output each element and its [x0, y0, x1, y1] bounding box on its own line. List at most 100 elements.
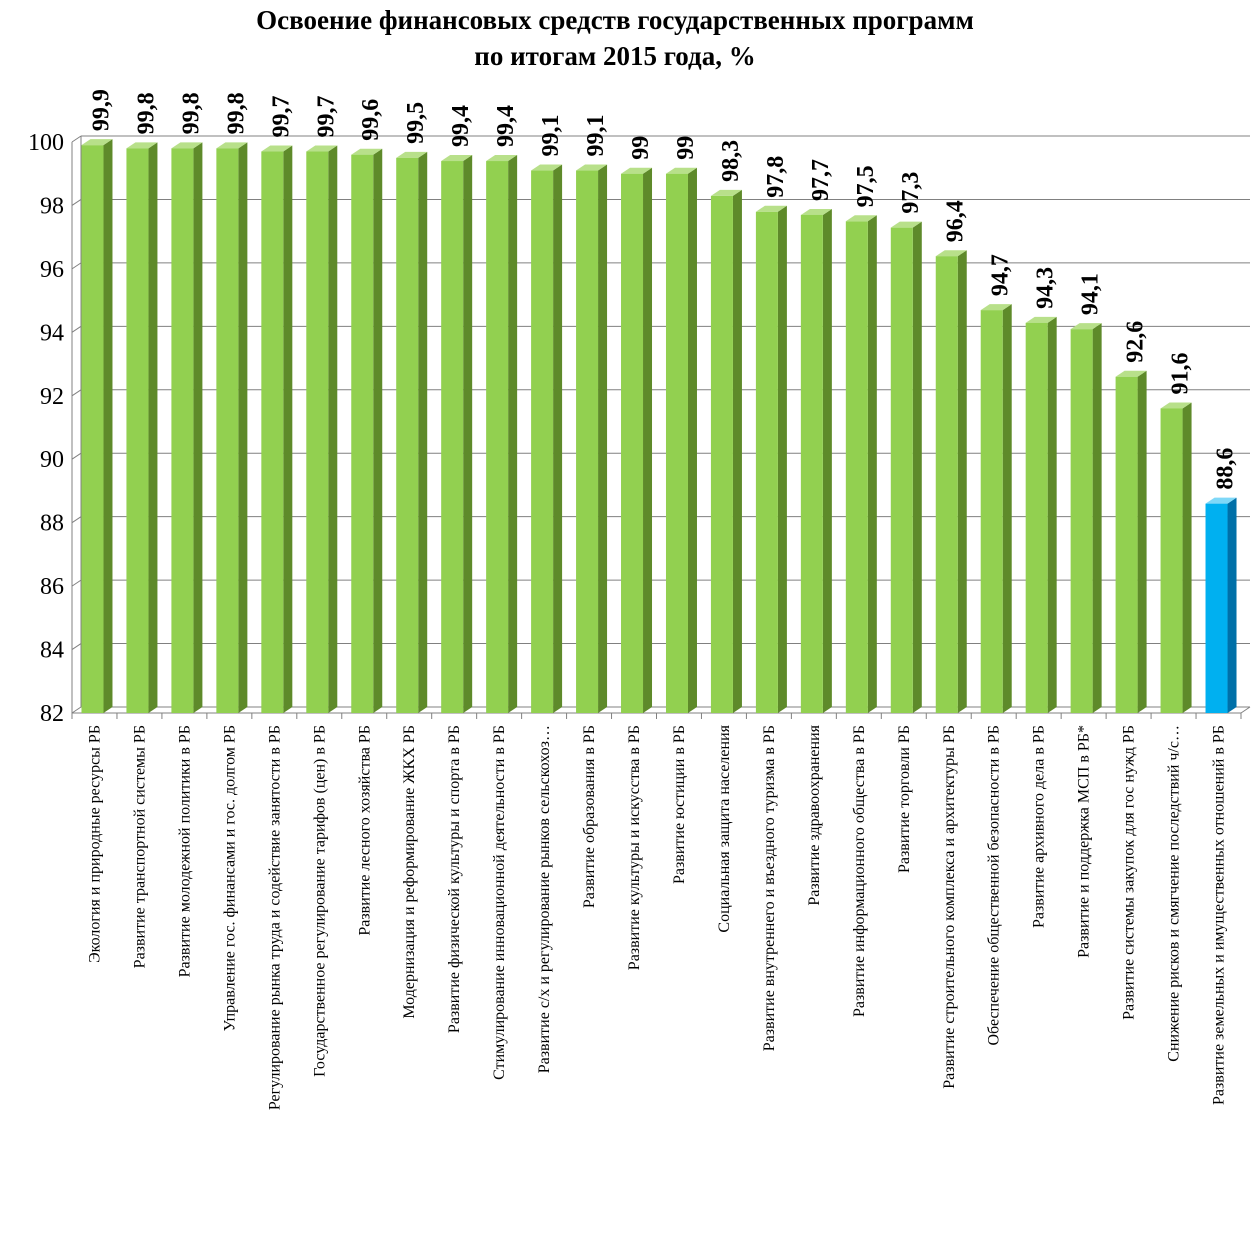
bar-top [531, 164, 563, 171]
bar-front [576, 170, 599, 714]
bar-front [486, 161, 509, 714]
bar [1025, 316, 1057, 713]
bar-top [935, 250, 967, 257]
bar-side [508, 155, 518, 714]
bar-front [710, 195, 733, 713]
bar-side [1137, 370, 1147, 713]
category-label: Развитие здравоохранения [806, 724, 823, 905]
data-label: 99,5 [403, 102, 429, 144]
data-label: 99,1 [538, 115, 564, 157]
category-label: Развитие лесного хозяйства РБ [356, 725, 373, 936]
bar [1205, 497, 1237, 713]
bar [171, 142, 203, 713]
category-label: Развитие информационного общества в РБ [851, 725, 868, 1017]
bar [216, 142, 248, 713]
category-label: Управление гос. финансами и гос. долгом … [221, 725, 238, 1031]
bar [1115, 370, 1147, 713]
bar-side [103, 139, 113, 713]
category-label: Развитие транспортной системы РБ [131, 725, 148, 968]
y-tick-label: 84 [40, 638, 64, 664]
category-label: Развитие архивного дела в РБ [1031, 725, 1048, 928]
bar [306, 145, 338, 713]
bar-front [531, 170, 554, 714]
bar [621, 167, 653, 713]
bar-front [81, 145, 104, 713]
gridline-depth [71, 262, 82, 270]
y-tick-label: 86 [40, 574, 64, 600]
bar-front [216, 148, 239, 713]
bar-front [441, 161, 464, 714]
gridline-depth [71, 452, 82, 460]
data-label: 97,7 [808, 159, 834, 201]
bar-top [1025, 316, 1057, 323]
x-axis-depth [1240, 706, 1251, 714]
y-tick-label: 88 [40, 511, 64, 537]
gridline-depth [71, 135, 82, 143]
bar-top [621, 167, 653, 174]
gridline-depth [71, 199, 82, 206]
category-label: Развитие физической культуры и спорта в … [446, 725, 463, 1033]
bar-top [890, 221, 922, 228]
bar-top [755, 205, 787, 212]
bar-top [306, 145, 338, 152]
bar-side [687, 167, 697, 713]
bar-front [396, 157, 419, 714]
bar-top [845, 215, 877, 222]
bar-side [1182, 402, 1192, 713]
bar-top [261, 145, 293, 152]
bar [261, 145, 293, 713]
bar-top [1205, 497, 1237, 504]
y-tick-label: 98 [40, 193, 64, 219]
bar-front [1160, 408, 1183, 713]
bar-side [1002, 304, 1012, 713]
bar-front [755, 211, 778, 714]
bar-side [643, 167, 653, 713]
category-label: Государственное регулирование тарифов (ц… [311, 725, 328, 1077]
category-label: Обеспечение общественной безопасности в … [986, 725, 1003, 1046]
bar-top [710, 189, 742, 196]
bar-side [148, 142, 158, 713]
bar [396, 151, 428, 714]
data-label: 99 [673, 136, 699, 160]
gridline-depth [71, 325, 82, 333]
data-label: 99,4 [493, 105, 519, 147]
bar-side [867, 215, 877, 714]
bar-side [418, 151, 428, 714]
bar [486, 155, 518, 714]
bar-top [980, 304, 1012, 311]
bar-front [1070, 329, 1093, 713]
bar [441, 155, 473, 714]
gridline-depth [71, 389, 82, 397]
bar-side [283, 145, 293, 713]
y-tick-label: 90 [40, 447, 64, 473]
bar [1160, 402, 1192, 713]
bars [81, 139, 1237, 714]
bar-top [126, 142, 158, 149]
bar-top [171, 142, 203, 149]
data-label: 92,6 [1123, 321, 1149, 363]
data-label: 94,1 [1078, 273, 1104, 315]
bar-side [238, 142, 248, 713]
bar-front [890, 227, 913, 713]
data-labels: 99,9 99,8 99,8 99,8 99,7 99,7 99,6 99,5 99,4 99,4… [88, 89, 1238, 489]
category-label: Развитие земельных и имущественных отнош… [1211, 725, 1228, 1105]
bar-front [306, 151, 329, 713]
bar-front [980, 310, 1003, 713]
bar-top [486, 155, 518, 162]
bar-top [665, 167, 697, 174]
bar-front [1115, 376, 1138, 713]
bar-front [665, 173, 688, 713]
bar-top [216, 142, 248, 149]
data-label: 94,7 [988, 254, 1014, 296]
gridline-depth [71, 579, 82, 587]
category-label: Развитие торговли РБ [896, 725, 913, 873]
y-tick-label: 96 [40, 257, 64, 283]
bar-top [800, 208, 832, 215]
bar-side [328, 145, 338, 713]
bar-side [822, 208, 832, 713]
data-label: 99,6 [358, 99, 384, 141]
bar-top [441, 155, 473, 162]
y-tick-label: 94 [40, 320, 64, 346]
bar-top [396, 151, 428, 158]
data-label: 94,3 [1033, 267, 1059, 309]
